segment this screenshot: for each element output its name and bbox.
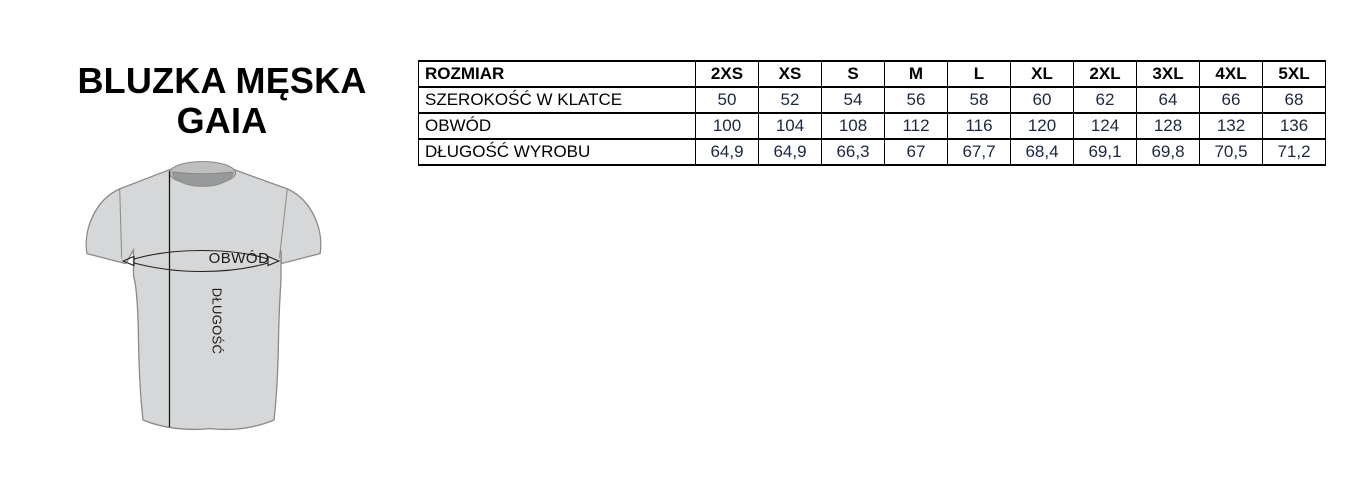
- svg-text:OBWÓD: OBWÓD: [209, 250, 270, 267]
- svg-text:DŁUGOŚĆ: DŁUGOŚĆ: [210, 288, 225, 354]
